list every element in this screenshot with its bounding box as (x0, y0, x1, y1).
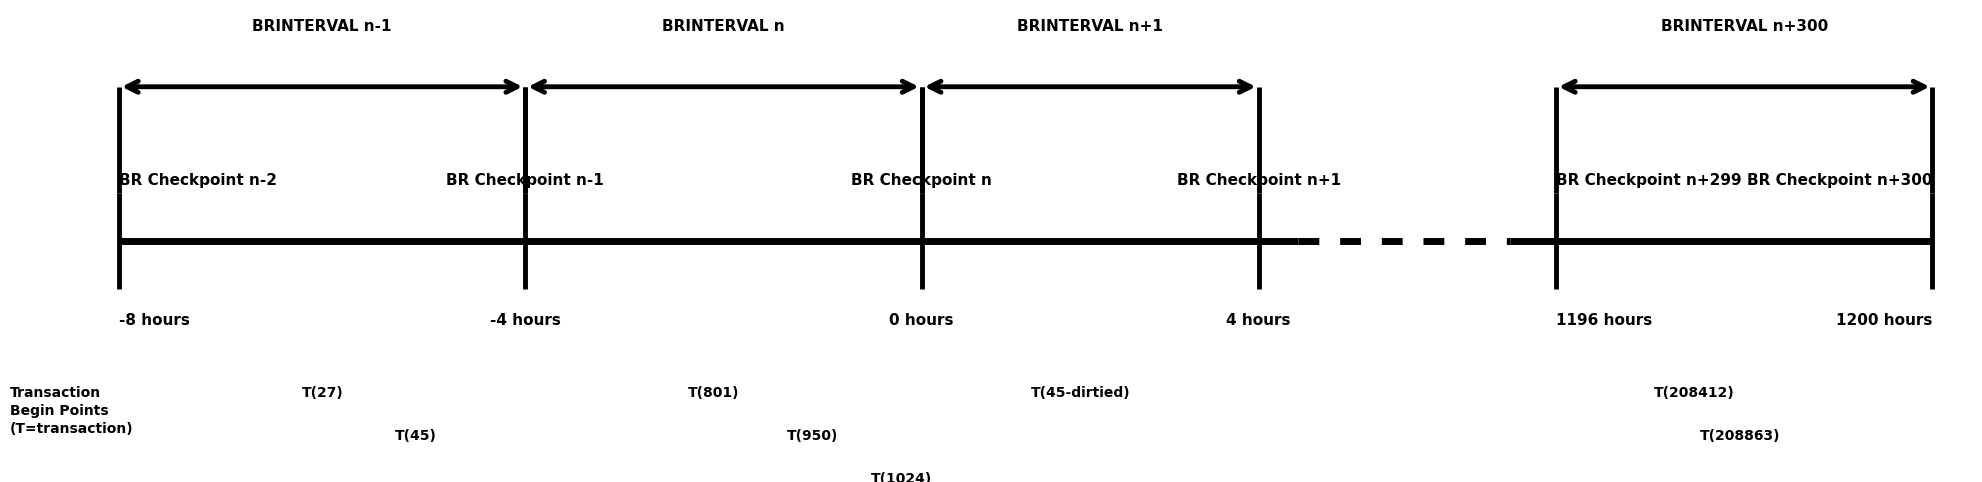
Text: BR Checkpoint n+299: BR Checkpoint n+299 (1556, 173, 1742, 188)
Text: 0 hours: 0 hours (890, 313, 953, 328)
Text: 4 hours: 4 hours (1227, 313, 1290, 328)
Text: T(45): T(45) (394, 429, 438, 443)
Text: BRINTERVAL n-1: BRINTERVAL n-1 (252, 19, 392, 34)
Text: BRINTERVAL n+300: BRINTERVAL n+300 (1661, 19, 1827, 34)
Text: T(208863): T(208863) (1701, 429, 1780, 443)
Text: 1196 hours: 1196 hours (1556, 313, 1653, 328)
Text: BR Checkpoint n: BR Checkpoint n (850, 173, 993, 188)
Text: BR Checkpoint n+1: BR Checkpoint n+1 (1177, 173, 1340, 188)
Text: -8 hours: -8 hours (119, 313, 190, 328)
Text: T(208412): T(208412) (1655, 386, 1734, 400)
Text: T(801): T(801) (688, 386, 739, 400)
Text: BRINTERVAL n: BRINTERVAL n (662, 19, 785, 34)
Text: -4 hours: -4 hours (490, 313, 561, 328)
Text: T(1024): T(1024) (872, 472, 932, 482)
Text: BR Checkpoint n-1: BR Checkpoint n-1 (446, 173, 605, 188)
Text: Transaction
Begin Points
(T=transaction): Transaction Begin Points (T=transaction) (10, 386, 133, 436)
Text: BR Checkpoint n+300: BR Checkpoint n+300 (1746, 173, 1932, 188)
Text: BR Checkpoint n-2: BR Checkpoint n-2 (119, 173, 277, 188)
Text: T(27): T(27) (301, 386, 345, 400)
Text: T(45-dirtied): T(45-dirtied) (1031, 386, 1130, 400)
Text: 1200 hours: 1200 hours (1835, 313, 1932, 328)
Text: BRINTERVAL n+1: BRINTERVAL n+1 (1017, 19, 1163, 34)
Text: T(950): T(950) (787, 429, 838, 443)
